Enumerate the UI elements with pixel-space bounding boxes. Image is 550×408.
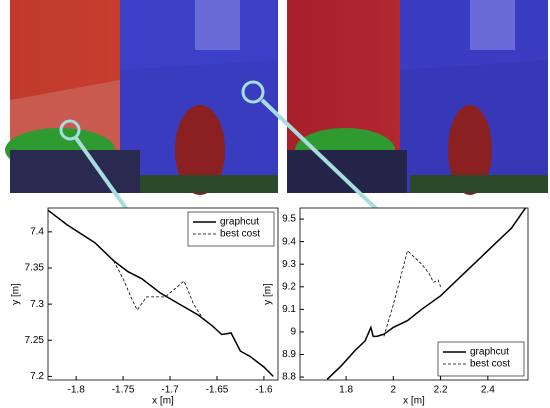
legend-label: best cost (470, 359, 510, 370)
left-photo (5, 0, 278, 195)
y-tick-label: 9.3 (282, 259, 296, 270)
y-tick-label: 9.5 (282, 214, 296, 225)
right-photo (287, 0, 548, 195)
legend (187, 211, 275, 247)
x-tick-label: -1.75 (112, 385, 135, 396)
x-tick-label: 2.4 (481, 385, 495, 396)
x-tick-label: 2.2 (434, 385, 448, 396)
x-tick-label: -1.65 (206, 385, 229, 396)
y-tick-label: 9.2 (282, 281, 296, 292)
y-tick-label: 8.8 (282, 372, 296, 383)
y-tick-label: 7.3 (30, 299, 44, 310)
y-tick-label: 9.4 (282, 236, 296, 247)
data-line (383, 249, 441, 337)
x-tick-label: -1.8 (68, 385, 86, 396)
x-axis-label: x [m] (152, 396, 174, 407)
data-line (47, 209, 274, 377)
y-tick-label: 7.4 (30, 226, 44, 237)
y-axis-label: y [m] (263, 283, 274, 305)
legend-label: graphcut (470, 347, 509, 358)
y-tick-label: 9 (290, 327, 296, 338)
y-tick-label: 8.9 (282, 349, 296, 360)
x-tick-label: 1.8 (339, 385, 353, 396)
legend-label: best cost (220, 229, 260, 240)
y-tick-label: 7.35 (25, 263, 45, 274)
data-line (326, 207, 527, 380)
y-tick-label: 7.25 (25, 335, 45, 346)
y-axis-label: y [m] (11, 283, 22, 305)
legend-label: graphcut (220, 217, 259, 228)
x-tick-label: -1.6 (255, 385, 273, 396)
data-line (113, 260, 213, 327)
x-tick-label: -1.7 (161, 385, 179, 396)
x-tick-label: 2 (391, 385, 397, 396)
legend (437, 341, 525, 377)
x-axis-label: x [m] (403, 396, 425, 407)
y-tick-label: 9.1 (282, 304, 296, 315)
y-tick-label: 7.2 (30, 371, 44, 382)
